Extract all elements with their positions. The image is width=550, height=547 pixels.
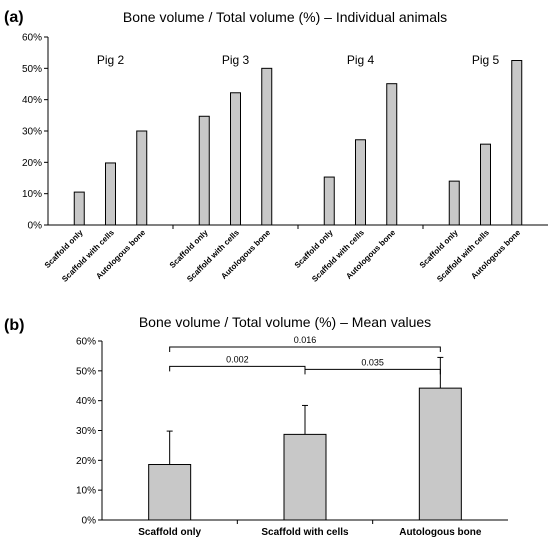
significance-bracket	[169, 365, 306, 372]
y-tick-label: 40%	[22, 95, 42, 106]
p-value-label: 0.035	[361, 357, 384, 367]
y-tick-label: 20%	[76, 456, 96, 467]
bar	[148, 464, 192, 521]
panel-b-letter: (b)	[4, 317, 24, 334]
bar	[323, 176, 335, 226]
y-tick-label: 0%	[82, 516, 97, 527]
y-tick-label: 50%	[76, 366, 96, 377]
x-category-label: Scaffold with cells	[310, 228, 366, 284]
y-tick-label: 30%	[76, 426, 96, 437]
p-value-label: 0.016	[294, 335, 317, 345]
significance-bracket	[304, 368, 441, 375]
chart-b-title: Bone volume / Total volume (%) – Mean va…	[139, 314, 431, 330]
p-value-label: 0.002	[226, 354, 249, 364]
x-category-label: Scaffold only	[138, 527, 201, 538]
y-tick-label: 30%	[22, 127, 42, 138]
x-category-label: Scaffold with cells	[185, 228, 241, 284]
x-category-label: Autologous bone	[399, 527, 482, 538]
bar	[480, 143, 491, 226]
group-label-pig: Pig 4	[347, 53, 375, 67]
y-tick-label: 10%	[76, 486, 96, 497]
bar	[418, 387, 462, 521]
y-tick-label: 60%	[76, 337, 96, 348]
bar	[198, 115, 210, 226]
bar	[261, 67, 273, 226]
bar	[283, 433, 327, 521]
bar	[511, 60, 523, 226]
y-tick-label: 60%	[22, 33, 42, 44]
significance-bracket	[169, 346, 441, 352]
panel-a-letter: (a)	[4, 9, 24, 26]
y-tick-label: 10%	[22, 189, 42, 200]
bar	[105, 162, 116, 226]
chart-b: 0% 10% 20% 30% 40% 50% 60% Scaffold only Scaffol…	[76, 335, 508, 538]
group-label-pig: Pig 3	[222, 53, 250, 67]
bar	[386, 83, 398, 226]
y-tick-label: 40%	[76, 396, 96, 407]
group-label-pig: Pig 5	[472, 53, 500, 67]
y-tick-label: 0%	[28, 221, 43, 232]
group-label-pig: Pig 2	[97, 53, 125, 67]
y-tick-label: 20%	[22, 158, 42, 169]
y-tick-label: 50%	[22, 64, 42, 75]
chart-a-title: Bone volume / Total volume (%) – Individ…	[123, 9, 447, 25]
x-category-label: Scaffold with cells	[60, 228, 116, 284]
bar	[448, 180, 460, 226]
bar	[136, 130, 148, 226]
bar	[73, 191, 85, 226]
x-category-label: Scaffold with cells	[261, 527, 349, 538]
bar	[355, 139, 366, 226]
x-category-label: Scaffold with cells	[435, 228, 491, 284]
bar	[230, 92, 241, 226]
